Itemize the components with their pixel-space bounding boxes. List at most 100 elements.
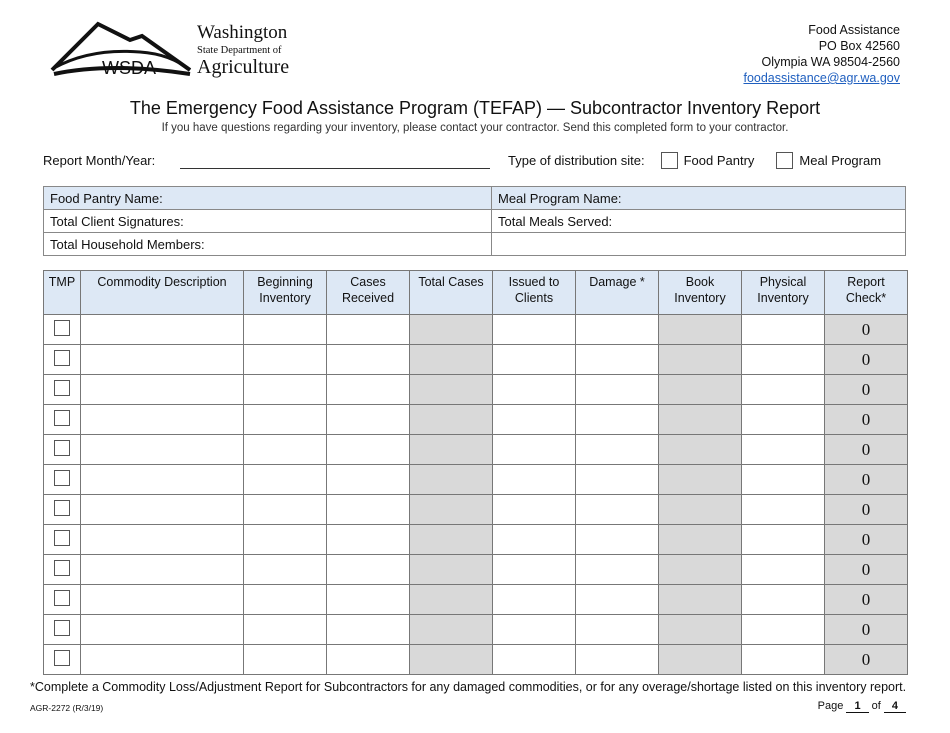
- beginning-inventory-cell[interactable]: [243, 614, 327, 645]
- report-month-field[interactable]: [180, 168, 490, 169]
- cases-received-cell[interactable]: [326, 614, 410, 645]
- food-pantry-name-field[interactable]: Food Pantry Name:: [43, 186, 492, 210]
- total-client-signatures-field[interactable]: Total Client Signatures:: [43, 209, 492, 233]
- physical-inventory-cell[interactable]: [741, 554, 825, 585]
- tmp-checkbox[interactable]: [54, 440, 70, 456]
- commodity-description-cell[interactable]: [80, 494, 244, 525]
- issued-to-clients-cell[interactable]: [492, 524, 576, 555]
- damage-cell[interactable]: [575, 374, 659, 405]
- damage-cell[interactable]: [575, 404, 659, 435]
- damage-cell[interactable]: [575, 614, 659, 645]
- beginning-inventory-cell[interactable]: [243, 554, 327, 585]
- physical-inventory-cell[interactable]: [741, 344, 825, 375]
- tmp-checkbox[interactable]: [54, 500, 70, 516]
- page-total[interactable]: 4: [883, 700, 906, 713]
- meal-program-checkbox[interactable]: [776, 152, 794, 169]
- physical-inventory-cell[interactable]: [741, 404, 825, 435]
- commodity-description-cell[interactable]: [80, 314, 244, 345]
- tmp-checkbox[interactable]: [54, 530, 70, 546]
- footnote: *Complete a Commodity Loss/Adjustment Re…: [30, 680, 907, 694]
- beginning-inventory-cell[interactable]: [243, 584, 327, 615]
- meal-program-name-field[interactable]: Meal Program Name:: [491, 186, 906, 210]
- issued-to-clients-cell[interactable]: [492, 614, 576, 645]
- issued-to-clients-cell[interactable]: [492, 404, 576, 435]
- damage-cell[interactable]: [575, 554, 659, 585]
- table-row: 0: [43, 584, 908, 615]
- beginning-inventory-cell[interactable]: [243, 374, 327, 405]
- tmp-checkbox[interactable]: [54, 470, 70, 486]
- physical-inventory-cell[interactable]: [741, 614, 825, 645]
- total-meals-served-field[interactable]: Total Meals Served:: [491, 209, 906, 233]
- issued-to-clients-cell[interactable]: [492, 554, 576, 585]
- physical-inventory-cell[interactable]: [741, 584, 825, 615]
- physical-inventory-cell[interactable]: [741, 464, 825, 495]
- damage-cell[interactable]: [575, 524, 659, 555]
- commodity-description-cell[interactable]: [80, 434, 244, 465]
- cases-received-cell[interactable]: [326, 464, 410, 495]
- damage-cell[interactable]: [575, 494, 659, 525]
- cases-received-cell[interactable]: [326, 314, 410, 345]
- tmp-checkbox[interactable]: [54, 620, 70, 636]
- cases-received-cell[interactable]: [326, 524, 410, 555]
- page-number[interactable]: 1: [846, 700, 869, 713]
- issued-to-clients-cell[interactable]: [492, 344, 576, 375]
- cases-received-cell[interactable]: [326, 404, 410, 435]
- physical-inventory-cell[interactable]: [741, 374, 825, 405]
- tmp-cell: [43, 494, 81, 525]
- tmp-checkbox[interactable]: [54, 410, 70, 426]
- issued-to-clients-cell[interactable]: [492, 314, 576, 345]
- issued-to-clients-cell[interactable]: [492, 494, 576, 525]
- logo-state-dept: State Department of: [197, 45, 282, 56]
- damage-cell[interactable]: [575, 434, 659, 465]
- commodity-description-cell[interactable]: [80, 374, 244, 405]
- cases-received-cell[interactable]: [326, 644, 410, 675]
- damage-cell[interactable]: [575, 644, 659, 675]
- damage-cell[interactable]: [575, 314, 659, 345]
- physical-inventory-cell[interactable]: [741, 314, 825, 345]
- issued-to-clients-cell[interactable]: [492, 584, 576, 615]
- tmp-checkbox[interactable]: [54, 650, 70, 666]
- physical-inventory-cell[interactable]: [741, 524, 825, 555]
- physical-inventory-cell[interactable]: [741, 644, 825, 675]
- commodity-description-cell[interactable]: [80, 524, 244, 555]
- beginning-inventory-cell[interactable]: [243, 644, 327, 675]
- cases-received-cell[interactable]: [326, 344, 410, 375]
- tmp-checkbox[interactable]: [54, 590, 70, 606]
- beginning-inventory-cell[interactable]: [243, 314, 327, 345]
- tmp-checkbox[interactable]: [54, 350, 70, 366]
- food-pantry-checkbox[interactable]: [660, 152, 678, 169]
- tmp-checkbox[interactable]: [54, 320, 70, 336]
- commodity-description-cell[interactable]: [80, 464, 244, 495]
- beginning-inventory-cell[interactable]: [243, 434, 327, 465]
- beginning-inventory-cell[interactable]: [243, 494, 327, 525]
- beginning-inventory-cell[interactable]: [243, 344, 327, 375]
- commodity-description-cell[interactable]: [80, 554, 244, 585]
- issued-to-clients-cell[interactable]: [492, 644, 576, 675]
- cases-received-cell[interactable]: [326, 374, 410, 405]
- total-household-members-field[interactable]: Total Household Members:: [43, 232, 492, 256]
- cases-received-cell[interactable]: [326, 584, 410, 615]
- issued-to-clients-cell[interactable]: [492, 464, 576, 495]
- physical-inventory-cell[interactable]: [741, 494, 825, 525]
- cases-received-cell[interactable]: [326, 434, 410, 465]
- damage-cell[interactable]: [575, 584, 659, 615]
- contact-email-link[interactable]: foodassistance@agr.wa.gov: [743, 71, 900, 85]
- damage-cell[interactable]: [575, 464, 659, 495]
- beginning-inventory-cell[interactable]: [243, 524, 327, 555]
- cases-received-cell[interactable]: [326, 494, 410, 525]
- commodity-description-cell[interactable]: [80, 614, 244, 645]
- tmp-checkbox[interactable]: [54, 380, 70, 396]
- beginning-inventory-cell[interactable]: [243, 404, 327, 435]
- commodity-description-cell[interactable]: [80, 584, 244, 615]
- commodity-description-cell[interactable]: [80, 644, 244, 675]
- commodity-description-cell[interactable]: [80, 404, 244, 435]
- issued-to-clients-cell[interactable]: [492, 434, 576, 465]
- total-cases-cell: [409, 494, 493, 525]
- cases-received-cell[interactable]: [326, 554, 410, 585]
- damage-cell[interactable]: [575, 344, 659, 375]
- commodity-description-cell[interactable]: [80, 344, 244, 375]
- issued-to-clients-cell[interactable]: [492, 374, 576, 405]
- beginning-inventory-cell[interactable]: [243, 464, 327, 495]
- physical-inventory-cell[interactable]: [741, 434, 825, 465]
- tmp-checkbox[interactable]: [54, 560, 70, 576]
